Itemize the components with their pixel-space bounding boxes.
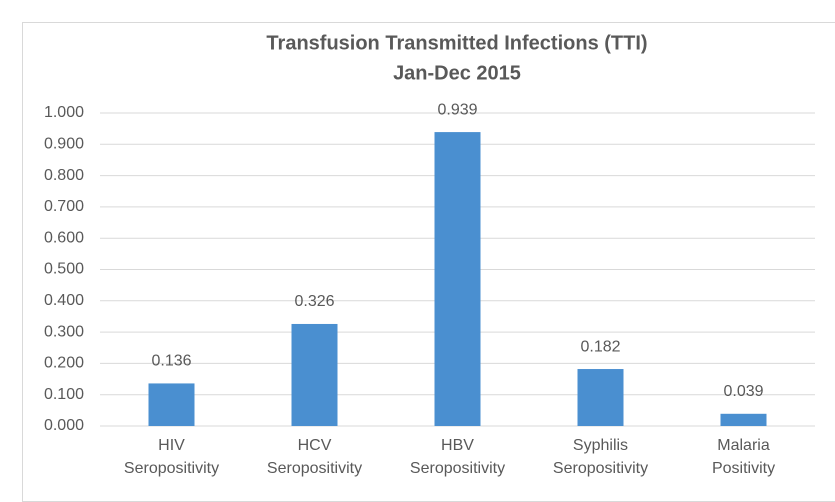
y-tick-label: 0.300 [44, 323, 84, 340]
y-tick-label: 0.000 [44, 417, 84, 434]
x-tick-label: HBV Seropositivity [409, 437, 506, 477]
y-tick-label: 0.700 [44, 198, 84, 215]
x-tick-label: HIV Seropositivity [123, 437, 220, 477]
y-tick-label: 0.800 [44, 167, 84, 184]
bar [148, 383, 195, 426]
bar [291, 323, 338, 426]
data-label: 0.039 [723, 383, 763, 400]
bar [434, 132, 481, 426]
data-label: 0.939 [437, 101, 477, 118]
bar [720, 413, 767, 426]
data-label: 0.182 [580, 338, 620, 355]
data-label: 0.326 [294, 293, 334, 310]
y-tick-label: 0.500 [44, 261, 84, 278]
y-tick-label: 0.100 [44, 386, 84, 403]
y-tick-label: 0.900 [44, 136, 84, 153]
chart-subtitle: Jan-Dec 2015 [393, 62, 521, 84]
x-tick-label: Malaria Positivity [711, 437, 776, 477]
y-tick-label: 0.200 [44, 355, 84, 372]
bar [577, 369, 624, 426]
y-tick-label: 1.000 [44, 104, 84, 121]
y-tick-label: 0.600 [44, 229, 84, 246]
y-tick-label: 0.400 [44, 292, 84, 309]
x-tick-label: Syphilis Seropositivity [552, 437, 649, 477]
data-label: 0.136 [151, 353, 191, 370]
x-tick-label: HCV Seropositivity [266, 437, 363, 477]
chart-title: Transfusion Transmitted Infections (TTI) [266, 32, 647, 54]
